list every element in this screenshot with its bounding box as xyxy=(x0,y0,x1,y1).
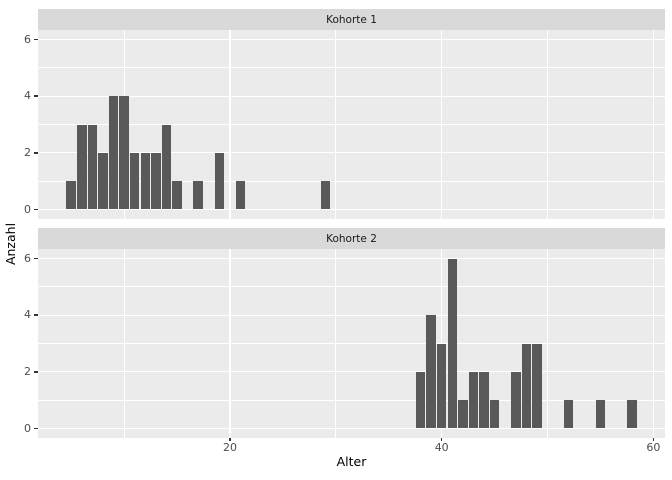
x-major-gridline xyxy=(229,249,231,438)
y-major-gridline xyxy=(38,208,665,211)
y-tick-mark xyxy=(33,38,38,41)
histogram-bar xyxy=(66,181,76,210)
x-major-gridline xyxy=(652,249,655,438)
histogram-bar xyxy=(161,124,172,210)
x-minor-gridline xyxy=(335,249,337,438)
histogram-bar xyxy=(458,400,468,429)
histogram-bar xyxy=(447,258,458,429)
facet-strip-kohorte-1: Kohorte 1 xyxy=(38,9,665,30)
histogram-bar xyxy=(426,315,436,429)
histogram-bar xyxy=(98,152,108,210)
facet-panel-kohorte-1 xyxy=(38,30,665,219)
x-minor-gridline xyxy=(547,249,548,438)
y-tick-label: 4 xyxy=(24,308,31,322)
facet-panel-kohorte-2 xyxy=(38,249,665,438)
histogram-bar xyxy=(489,400,500,429)
y-major-gridline xyxy=(38,371,665,373)
y-minor-gridline xyxy=(38,180,665,182)
y-major-gridline xyxy=(38,38,665,41)
histogram-bar xyxy=(87,124,98,210)
x-major-gridline xyxy=(652,30,655,219)
y-minor-gridline xyxy=(38,399,665,401)
histogram-bar xyxy=(108,96,119,210)
histogram-bar xyxy=(479,371,489,429)
histogram-bar xyxy=(140,152,151,210)
histogram-bar xyxy=(436,343,447,429)
x-major-gridline xyxy=(229,30,231,219)
histogram-bar xyxy=(235,181,246,210)
histogram-bar xyxy=(532,343,542,429)
y-tick-mark xyxy=(33,208,38,211)
y-tick-label: 4 xyxy=(24,89,31,103)
facet-strip-kohorte-2: Kohorte 2 xyxy=(38,228,665,249)
x-minor-gridline xyxy=(335,30,337,219)
x-tick-label: 40 xyxy=(434,440,449,454)
histogram-bar xyxy=(320,181,330,210)
histogram-bar xyxy=(151,152,161,210)
y-tick-label: 6 xyxy=(24,251,31,265)
histogram-bar xyxy=(77,124,87,210)
x-axis-title: Alter xyxy=(336,454,367,469)
histogram-bar xyxy=(129,152,140,210)
y-major-gridline xyxy=(38,314,665,316)
x-tick-mark xyxy=(229,438,231,441)
histogram-bar xyxy=(627,400,637,429)
facet-strip-label: Kohorte 2 xyxy=(326,232,377,245)
x-minor-gridline xyxy=(547,30,548,219)
y-tick-label: 2 xyxy=(24,364,31,378)
histogram-bar xyxy=(193,181,203,210)
histogram-bar xyxy=(172,181,182,210)
y-tick-mark xyxy=(33,152,38,154)
x-tick-mark xyxy=(441,438,443,441)
histogram-bar xyxy=(511,371,521,429)
y-minor-gridline xyxy=(38,343,665,344)
y-major-gridline xyxy=(38,427,665,430)
y-tick-label: 0 xyxy=(24,421,31,435)
facet-strip-label: Kohorte 1 xyxy=(326,13,377,26)
x-minor-gridline xyxy=(123,249,125,438)
y-tick-mark xyxy=(33,314,38,316)
y-minor-gridline xyxy=(38,286,665,288)
y-major-gridline xyxy=(38,152,665,154)
y-tick-label: 6 xyxy=(24,32,31,46)
y-tick-label: 2 xyxy=(24,145,31,159)
y-tick-mark xyxy=(33,95,38,97)
y-axis-title: Anzahl xyxy=(3,222,18,266)
x-tick-label: 60 xyxy=(646,440,661,454)
histogram-bar xyxy=(214,152,225,210)
y-tick-label: 0 xyxy=(24,202,31,216)
y-minor-gridline xyxy=(38,124,665,125)
x-tick-label: 20 xyxy=(223,440,237,454)
histogram-bar xyxy=(595,400,606,429)
y-tick-mark xyxy=(33,371,38,373)
x-tick-mark xyxy=(652,438,655,441)
y-tick-mark xyxy=(33,427,38,430)
y-tick-mark xyxy=(33,257,38,260)
x-major-gridline xyxy=(441,30,443,219)
histogram-bar xyxy=(119,96,129,210)
histogram-bar xyxy=(521,343,532,429)
y-major-gridline xyxy=(38,95,665,97)
histogram-bar xyxy=(563,400,574,429)
histogram-bar xyxy=(468,371,479,429)
histogram-bar xyxy=(415,371,426,429)
y-major-gridline xyxy=(38,257,665,260)
y-minor-gridline xyxy=(38,67,665,69)
